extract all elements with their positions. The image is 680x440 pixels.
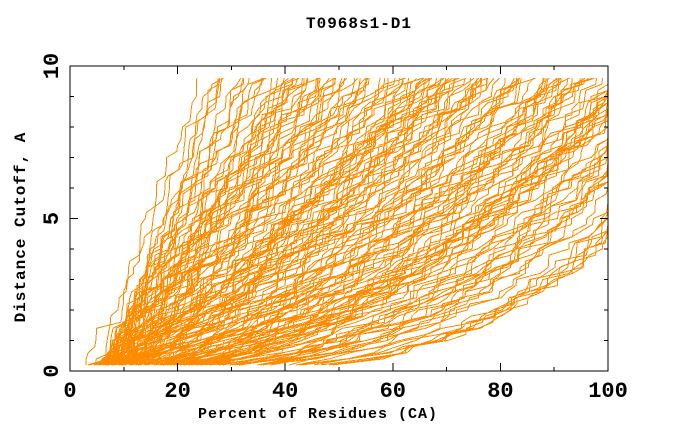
model-curve (103, 78, 336, 366)
model-curve (105, 78, 245, 366)
model-curve (163, 78, 583, 366)
model-curve (118, 78, 386, 365)
x-tick-label: 100 (588, 379, 628, 404)
model-curves (85, 77, 609, 366)
model-curve (107, 77, 265, 366)
model-curve (114, 78, 370, 365)
model-curve (140, 77, 521, 366)
model-curve (130, 78, 544, 366)
model-curve (154, 78, 522, 366)
model-curve (175, 78, 581, 366)
x-tick-label: 60 (380, 379, 406, 404)
model-curve (184, 78, 609, 366)
model-curve (153, 78, 520, 366)
model-curve (173, 78, 609, 366)
model-curve (123, 77, 482, 366)
model-curve (171, 77, 536, 365)
model-curve (166, 77, 562, 366)
model-curve (139, 77, 535, 366)
model-curve (179, 78, 609, 366)
x-tick-label: 40 (272, 379, 298, 404)
model-curve (98, 78, 220, 366)
model-curve (122, 77, 458, 366)
model-curve (196, 78, 609, 366)
model-curve (85, 78, 220, 365)
model-curve (118, 78, 442, 366)
model-curve (106, 77, 267, 365)
model-curve (103, 78, 308, 366)
model-curve (94, 78, 389, 366)
model-curve (109, 77, 289, 366)
model-curve (116, 78, 337, 366)
model-curve (170, 78, 559, 366)
model-curve (162, 78, 604, 366)
y-tick-label: 5 (40, 212, 65, 225)
model-curve (161, 77, 560, 366)
model-curve (105, 78, 198, 365)
model-curve (199, 78, 609, 366)
model-curve (129, 77, 475, 366)
model-curve (90, 78, 321, 366)
x-tick-label: 20 (164, 379, 190, 404)
model-curve (109, 77, 321, 366)
model-curve (93, 78, 305, 366)
model-curve (103, 78, 396, 366)
model-curve (182, 78, 609, 366)
model-curve (117, 78, 447, 366)
model-curve (131, 78, 488, 366)
model-curve (109, 78, 343, 366)
model-curve (192, 78, 609, 366)
model-curve (114, 77, 348, 366)
model-curve (175, 77, 589, 366)
x-tick-labels: 0 20 40 60 80 100 (63, 379, 627, 404)
y-tick-label: 10 (40, 53, 65, 79)
x-tick-label: 0 (63, 379, 76, 404)
model-curve (135, 78, 506, 366)
y-tick-label: 0 (40, 364, 65, 377)
model-curve (95, 78, 298, 366)
model-curve (115, 77, 467, 366)
model-curve (192, 77, 593, 366)
model-curve (199, 78, 609, 366)
x-tick-label: 80 (487, 379, 513, 404)
model-curve (122, 78, 466, 365)
model-curve (159, 78, 560, 366)
model-curve (94, 78, 272, 365)
model-curve (123, 77, 488, 366)
model-curve (107, 78, 409, 366)
model-curve (121, 78, 404, 365)
chart-title: T0968s1-D1 (305, 15, 413, 33)
model-curve (96, 78, 317, 366)
model-curve (190, 78, 609, 366)
model-curve (123, 77, 480, 366)
model-curve (113, 77, 521, 366)
model-curve (113, 78, 356, 366)
y-tick-labels: 0 5 10 (40, 53, 65, 378)
model-curve (151, 78, 549, 366)
axis-ticks (69, 65, 609, 372)
x-axis-title: Percent of Residues (CA) (197, 406, 439, 423)
model-curve (164, 78, 568, 366)
model-curve (111, 78, 482, 366)
